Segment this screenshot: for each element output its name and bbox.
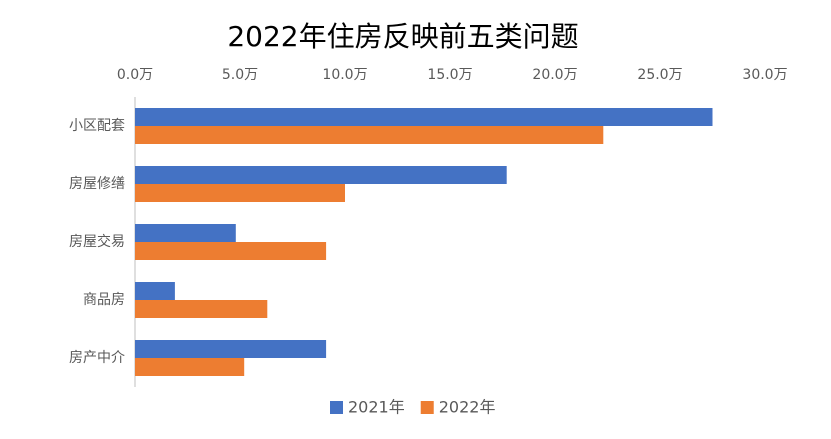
bar <box>135 300 268 318</box>
bar <box>135 282 175 300</box>
x-tick-label: 15.0万 <box>427 67 472 83</box>
x-tick-label: 0.0万 <box>117 67 153 83</box>
chart-title: 2022年住房反映前五类问题 <box>227 20 578 53</box>
bar <box>135 126 604 144</box>
bar <box>135 184 345 202</box>
bar <box>135 108 713 126</box>
x-tick-label: 5.0万 <box>222 67 258 83</box>
y-tick-label: 小区配套 <box>69 118 125 134</box>
x-tick-label: 10.0万 <box>322 67 367 83</box>
y-tick-label: 房屋修缮 <box>69 176 125 192</box>
bar <box>135 224 236 242</box>
legend-label: 2021年 <box>348 398 405 417</box>
legend-swatch <box>420 401 434 414</box>
y-tick-label: 房产中介 <box>69 350 125 366</box>
bar <box>135 358 245 376</box>
x-tick-label: 25.0万 <box>637 67 682 83</box>
y-tick-label: 商品房 <box>83 292 125 308</box>
legend-swatch <box>330 401 343 414</box>
x-tick-label: 20.0万 <box>532 67 577 83</box>
y-tick-label: 房屋交易 <box>69 233 125 250</box>
x-tick-label: 30.0万 <box>742 67 787 83</box>
bar <box>135 166 507 184</box>
bar <box>135 242 327 260</box>
bar <box>135 340 327 358</box>
legend-label: 2022年 <box>439 398 496 417</box>
